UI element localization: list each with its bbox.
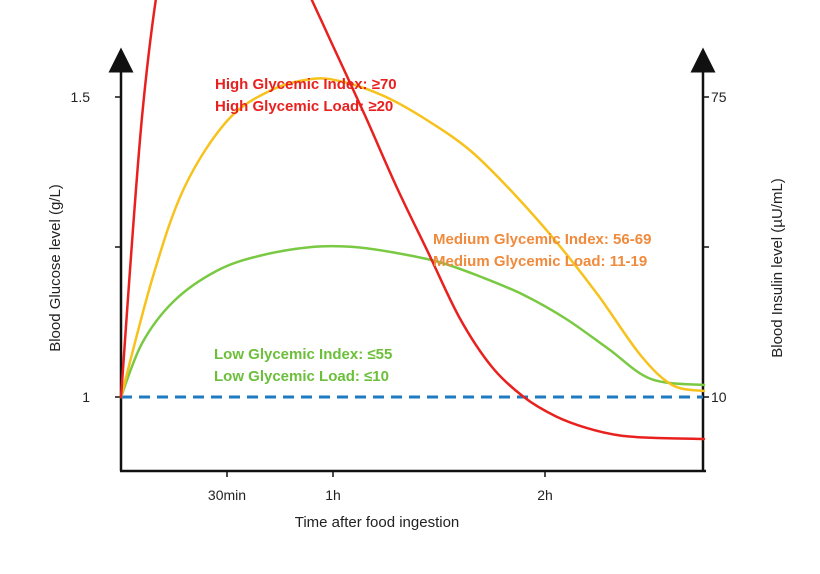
x-tick-label: 2h [537, 487, 553, 503]
high-glycemic-label: High Glycemic Index: ≥70 [215, 76, 397, 93]
x-tick-label: 30min [208, 487, 246, 503]
right-y-tick-label: 10 [711, 389, 727, 405]
low-glycemic-label: Low Glycemic Load: ≤10 [214, 368, 389, 385]
high-glycemic-curve [119, 0, 706, 441]
left-y-tick-label: 1 [82, 389, 90, 405]
x-tick-label: 1h [325, 487, 341, 503]
left-y-axis-title: Blood Glucose level (g/L) [47, 184, 64, 352]
right-y-tick-label: 75 [711, 89, 727, 105]
left-y-tick-label: 1.5 [71, 89, 91, 105]
low-glycemic-label: Low Glycemic Index: ≤55 [214, 346, 392, 363]
medium-glycemic-label: Medium Glycemic Index: 56-69 [433, 231, 651, 248]
high-glycemic-label: High Glycemic Load: ≥20 [215, 98, 393, 115]
medium-glycemic-label: Medium Glycemic Load: 11-19 [433, 253, 647, 270]
right-y-axis-title: Blood Insulin level (µU/mL) [769, 178, 786, 358]
low-glycemic-curve [119, 244, 706, 399]
medium-glycemic-curve [119, 77, 706, 399]
x-axis-title: Time after food ingestion [295, 514, 460, 531]
